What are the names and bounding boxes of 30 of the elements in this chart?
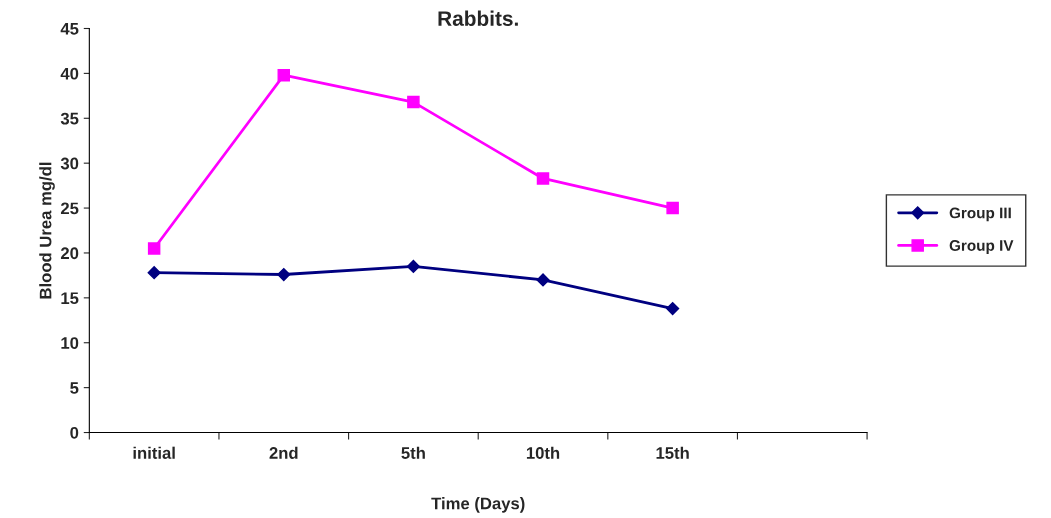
point: [536, 273, 550, 287]
y-tick-label: 5: [70, 382, 79, 394]
legend-label: Group III: [949, 207, 1011, 222]
y-tick-label: 35: [60, 112, 79, 125]
x-tick-label: initial: [133, 446, 175, 459]
legend-label: Group IV: [949, 240, 1014, 254]
point: [147, 266, 161, 280]
point: [277, 267, 291, 282]
y-tick-label: 15: [61, 292, 79, 305]
y-tick-label: 20: [60, 247, 79, 260]
y-tick-label: 25: [60, 202, 79, 215]
y-tick-label: 0: [70, 426, 79, 439]
y-tick-label: 30: [60, 157, 79, 170]
point: [277, 68, 291, 82]
x-axis-title: Time (Days): [431, 497, 525, 513]
y-tick-label: 10: [61, 337, 79, 349]
y-tick-label: 40: [60, 67, 79, 80]
y-axis-title: Blood Urea mg/dl: [39, 162, 55, 299]
y-tick-label: 45: [60, 23, 79, 35]
x-tick-label: 2nd: [269, 446, 298, 459]
chart-title: Rabbits.: [438, 10, 518, 26]
point: [407, 95, 420, 109]
point: [147, 242, 161, 255]
point: [666, 302, 680, 316]
point: [666, 201, 679, 215]
x-tick-label: 10th: [526, 446, 560, 459]
x-tick-label: 15th: [656, 446, 689, 459]
point: [536, 172, 550, 185]
x-tick-label: 5th: [401, 446, 425, 459]
point: [406, 259, 420, 274]
